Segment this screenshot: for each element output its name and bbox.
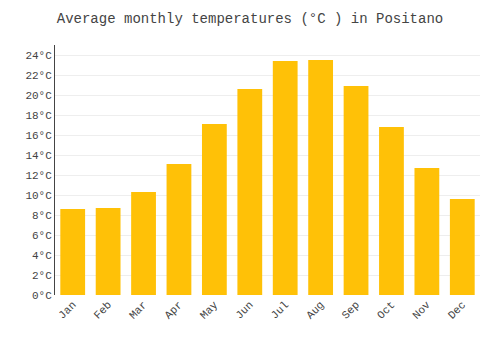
svg-text:4°C: 4°C — [32, 250, 52, 262]
svg-text:22°C: 22°C — [25, 70, 52, 82]
svg-text:18°C: 18°C — [25, 110, 52, 122]
svg-text:Jun: Jun — [233, 299, 255, 321]
svg-text:Jan: Jan — [56, 299, 78, 321]
svg-text:16°C: 16°C — [25, 130, 52, 142]
svg-text:Jul: Jul — [269, 299, 291, 321]
svg-text:Aug: Aug — [304, 299, 326, 321]
svg-text:2°C: 2°C — [32, 270, 52, 282]
svg-text:Nov: Nov — [410, 299, 433, 322]
svg-text:May: May — [198, 299, 221, 322]
svg-text:12°C: 12°C — [25, 170, 52, 182]
svg-text:6°C: 6°C — [32, 230, 52, 242]
svg-text:Sep: Sep — [340, 299, 362, 321]
svg-text:0°C: 0°C — [32, 290, 52, 302]
svg-text:Average monthly temperatures (: Average monthly temperatures (°C ) in Po… — [57, 11, 443, 27]
svg-text:14°C: 14°C — [25, 150, 52, 162]
svg-text:24°C: 24°C — [25, 50, 52, 62]
svg-text:8°C: 8°C — [32, 210, 52, 222]
svg-text:Apr: Apr — [162, 299, 184, 321]
svg-text:Mar: Mar — [127, 299, 149, 321]
svg-text:20°C: 20°C — [25, 90, 52, 102]
svg-text:Oct: Oct — [375, 299, 397, 321]
svg-text:10°C: 10°C — [25, 190, 52, 202]
svg-text:Feb: Feb — [92, 299, 114, 321]
svg-text:Dec: Dec — [446, 299, 468, 321]
